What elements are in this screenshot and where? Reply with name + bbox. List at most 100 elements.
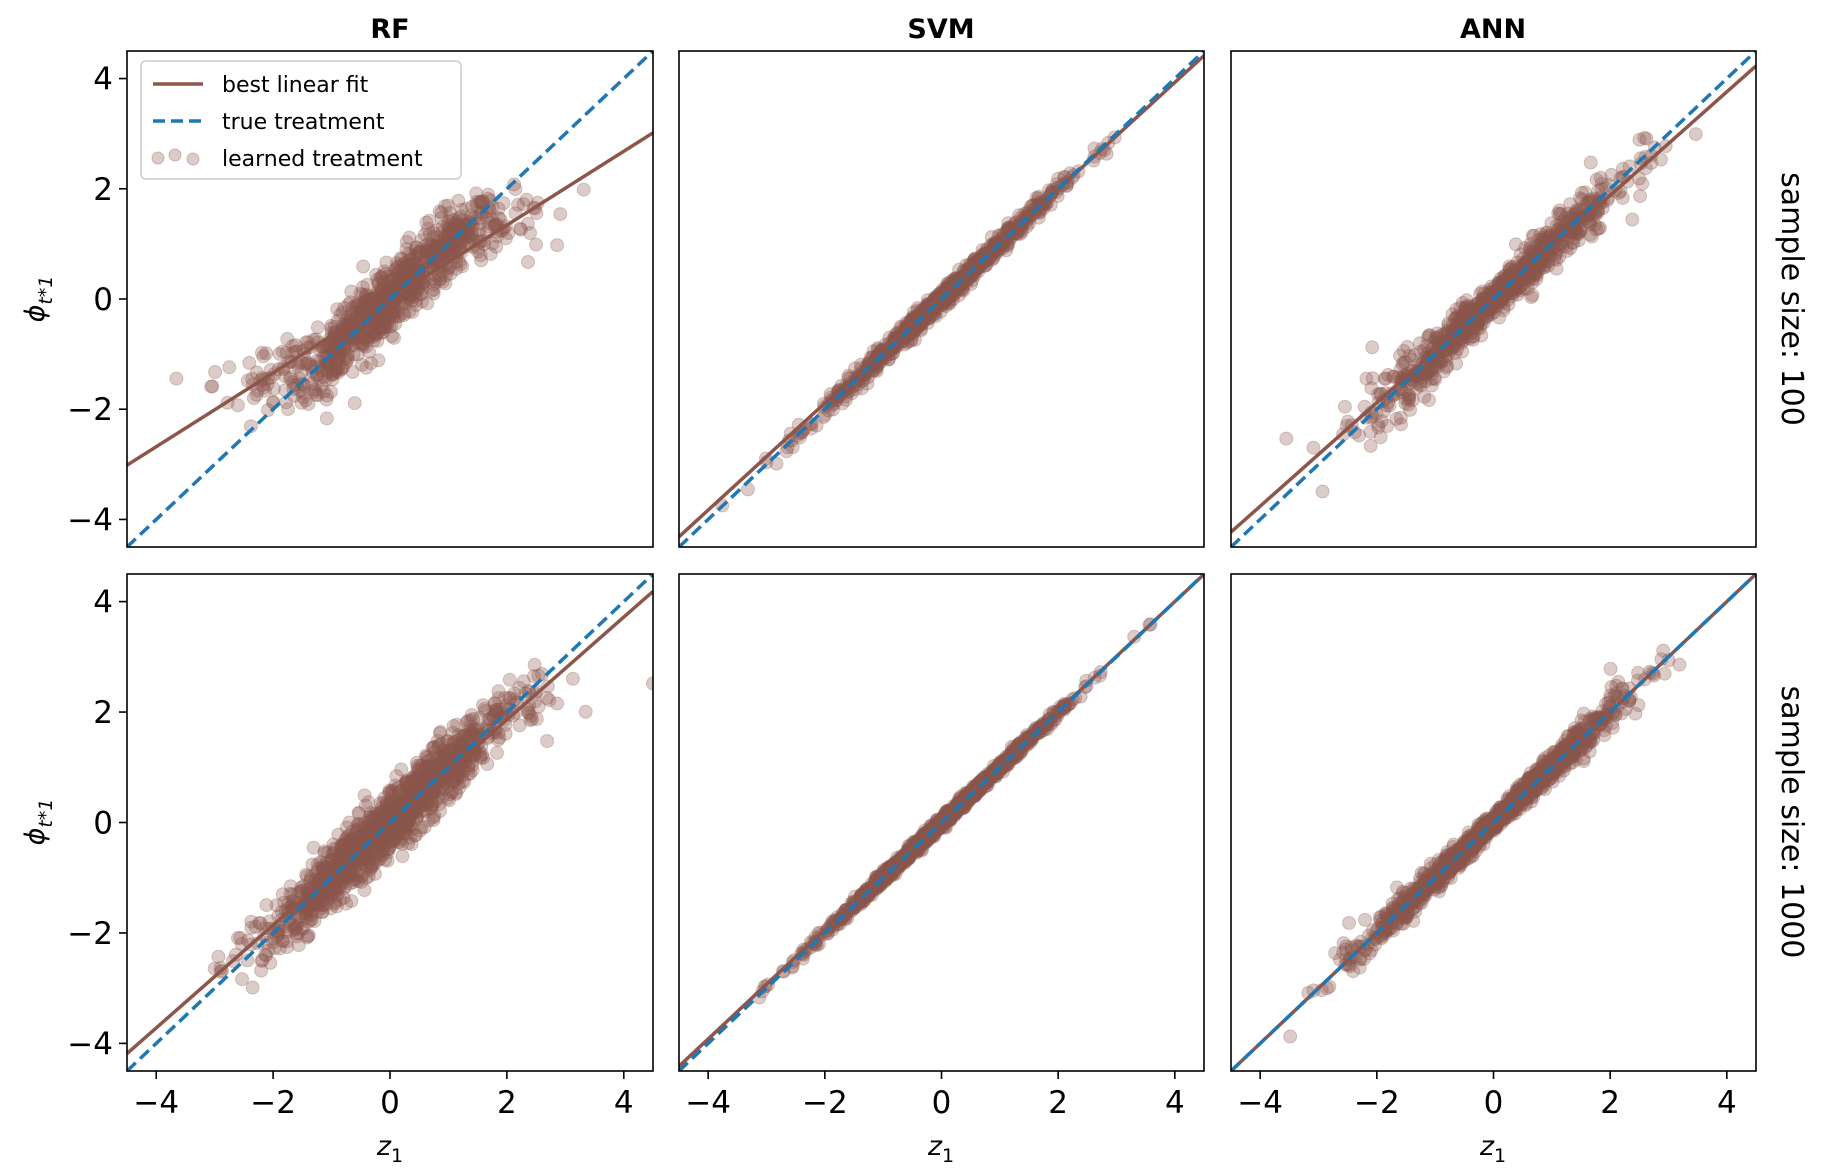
data-point [1534,236,1548,251]
x-axis-label-sub: 1 [391,1145,403,1167]
data-point [1471,296,1486,311]
data-point [222,360,237,375]
y-tick-label: −2 [67,392,113,428]
data-point [421,246,436,261]
data-point [1505,289,1519,303]
data-point [349,300,364,315]
data-point [412,245,427,260]
data-point [498,231,513,246]
data-point [347,396,362,411]
data-point [377,320,392,334]
data-point [387,271,402,286]
data-point [1565,235,1580,250]
data-point [1465,325,1480,340]
data-point [955,282,970,297]
data-point [447,217,462,232]
data-point [355,299,370,314]
data-point [399,776,414,791]
data-point [1523,269,1538,284]
x-tick-label: −4 [133,1085,179,1121]
data-point [371,275,386,290]
data-point [1462,302,1477,317]
data-point [350,832,365,847]
data-point [780,440,795,455]
data-point [370,333,385,348]
y-tick-label: 0 [93,282,113,318]
data-point [403,248,418,263]
data-point [513,221,528,236]
data-point [438,229,452,243]
data-point [355,299,370,314]
data-point [1437,326,1452,341]
data-point [373,321,388,336]
data-point [409,240,423,255]
data-point [371,353,386,368]
data-point [576,182,591,197]
data-point [1425,359,1440,374]
axes-frame [678,50,1205,548]
data-point [443,231,458,246]
data-point [358,293,373,308]
data-point [1536,230,1551,245]
data-point [366,333,381,348]
data-point [507,686,522,701]
data-point [1381,367,1396,382]
data-point [1438,349,1453,364]
data-point [329,359,344,374]
data-point [1572,224,1587,239]
data-point [415,294,429,309]
data-point [1359,371,1374,386]
data-point [376,316,391,331]
data-point [831,386,846,401]
data-point [344,325,359,340]
data-point [1474,316,1489,331]
data-point [391,273,406,287]
data-point [364,292,378,307]
data-point [1537,233,1552,248]
data-point [1279,431,1294,446]
data-point [470,211,485,226]
data-point [465,227,480,242]
data-point [398,818,413,833]
data-point [377,283,392,297]
data-point [907,332,922,347]
y-tick-label: 2 [93,695,113,731]
data-point [1460,298,1475,313]
data-point [1487,280,1501,295]
data-point [383,269,398,284]
data-point [362,822,377,837]
data-point [336,360,350,375]
data-point [396,296,411,311]
data-point [1501,292,1516,307]
data-point [350,296,365,311]
data-point [1051,171,1066,186]
data-point [392,309,407,324]
data-point [358,339,373,354]
data-point [444,230,459,245]
data-point [1470,321,1485,336]
data-point [443,205,458,220]
data-point [341,309,356,324]
data-point [371,311,386,326]
data-point [1516,276,1531,291]
panel-svm-n100 [678,50,1205,548]
y-axis-label-row-2: ϕt*1 [20,799,57,846]
data-point [1029,190,1044,205]
data-point [390,275,405,290]
data-point [1544,216,1559,231]
x-axis-label-ann: z1 [1479,1131,1506,1167]
data-point [1508,237,1523,252]
data-point [338,352,352,367]
data-point [337,301,352,316]
data-point [303,357,318,372]
data-point [550,238,565,253]
data-point [341,297,356,312]
data-point [393,251,408,266]
data-point [1549,261,1564,276]
data-point [1482,291,1497,306]
data-point [1539,225,1554,240]
data-point [1525,244,1540,259]
data-point [299,867,314,882]
data-point [345,364,360,379]
data-point [283,371,298,386]
